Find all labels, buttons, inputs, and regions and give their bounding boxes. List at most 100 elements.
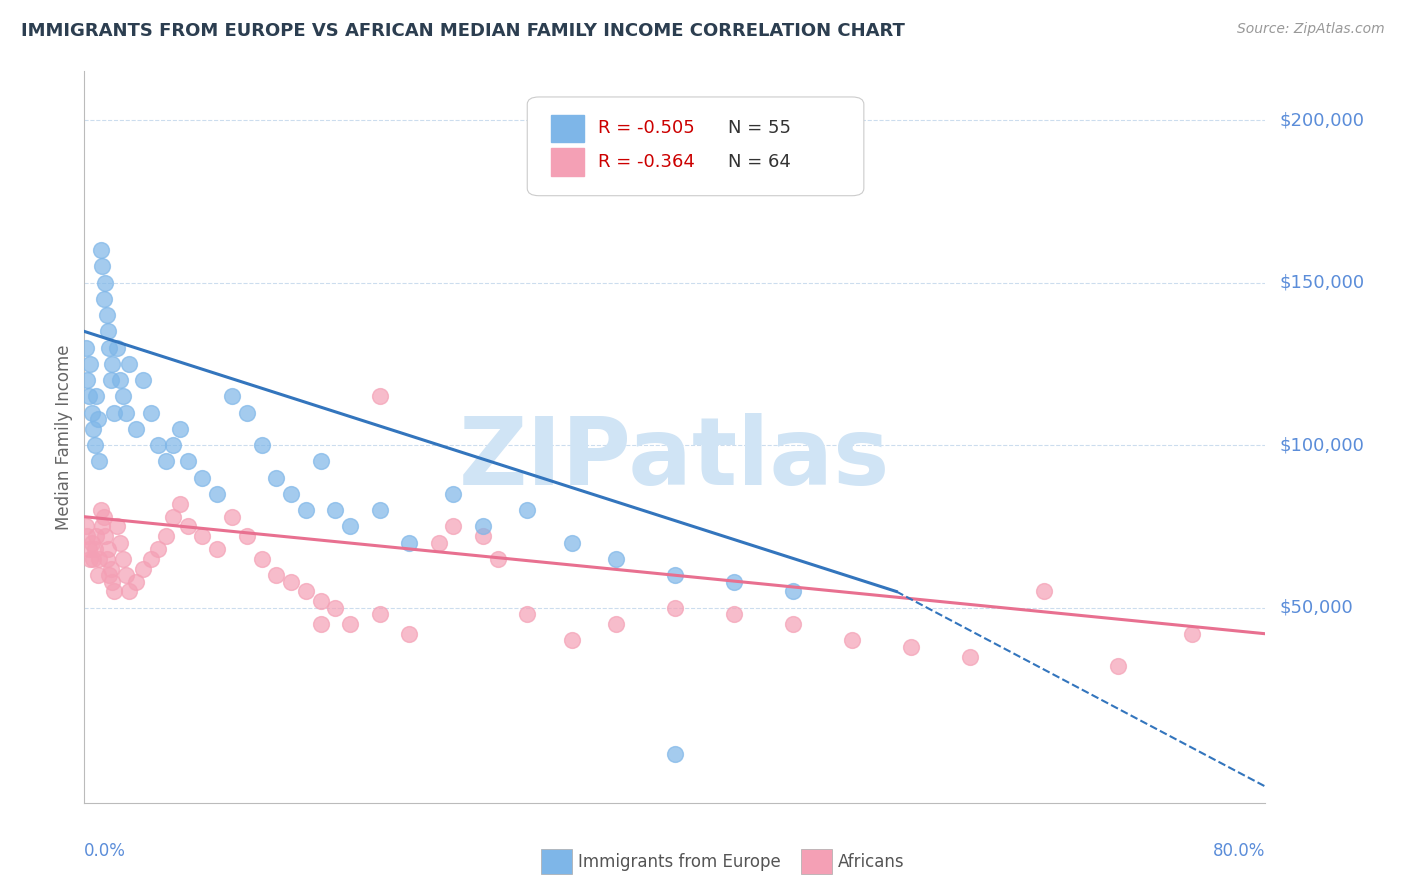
Point <box>96 552 118 566</box>
Point <box>84 389 107 403</box>
Point <box>221 509 243 524</box>
Point <box>235 406 259 420</box>
Point <box>80 535 103 549</box>
Point <box>139 552 162 566</box>
Point <box>103 406 125 420</box>
Point <box>516 503 538 517</box>
Point <box>108 373 131 387</box>
Point <box>93 292 115 306</box>
Point <box>486 552 509 566</box>
Point <box>1032 584 1054 599</box>
Point <box>235 529 259 543</box>
Point <box>221 389 243 403</box>
Point <box>472 519 495 533</box>
Point <box>177 519 200 533</box>
Point <box>148 542 170 557</box>
Point <box>87 454 111 468</box>
Point <box>82 552 104 566</box>
Point <box>75 341 97 355</box>
Text: R = -0.505: R = -0.505 <box>598 120 695 137</box>
Point <box>155 529 177 543</box>
Point <box>77 542 100 557</box>
Point <box>118 357 141 371</box>
Point <box>83 542 105 557</box>
Point <box>94 529 117 543</box>
Point <box>169 422 191 436</box>
Point <box>959 649 981 664</box>
Point <box>162 438 184 452</box>
Point <box>101 357 124 371</box>
Point <box>114 406 136 420</box>
Text: $150,000: $150,000 <box>1279 274 1364 292</box>
Point <box>87 552 111 566</box>
Point <box>83 438 105 452</box>
Text: $100,000: $100,000 <box>1279 436 1364 454</box>
Point <box>90 503 112 517</box>
Point <box>309 617 332 632</box>
Y-axis label: Median Family Income: Median Family Income <box>55 344 73 530</box>
Point <box>309 454 332 468</box>
Point <box>79 552 101 566</box>
Point <box>205 542 228 557</box>
Point <box>139 406 162 420</box>
Point <box>250 438 273 452</box>
Point <box>111 552 134 566</box>
Point <box>148 438 170 452</box>
Text: Immigrants from Europe: Immigrants from Europe <box>578 853 780 871</box>
Point <box>80 406 103 420</box>
Point <box>132 373 155 387</box>
Point <box>398 535 420 549</box>
Point <box>264 568 288 582</box>
Point <box>114 568 136 582</box>
Point <box>125 422 148 436</box>
Point <box>76 373 98 387</box>
Point <box>339 519 361 533</box>
Point <box>105 341 128 355</box>
Text: Source: ZipAtlas.com: Source: ZipAtlas.com <box>1237 22 1385 37</box>
Point <box>91 260 114 274</box>
Point <box>560 633 583 648</box>
Text: IMMIGRANTS FROM EUROPE VS AFRICAN MEDIAN FAMILY INCOME CORRELATION CHART: IMMIGRANTS FROM EUROPE VS AFRICAN MEDIAN… <box>21 22 905 40</box>
Point <box>96 308 118 322</box>
Point <box>280 574 302 589</box>
Point <box>75 519 97 533</box>
Point <box>76 529 98 543</box>
Point <box>782 617 804 632</box>
Point <box>86 568 108 582</box>
Point <box>1107 659 1129 673</box>
Point <box>472 529 495 543</box>
Point <box>97 542 120 557</box>
Text: Africans: Africans <box>838 853 904 871</box>
Point <box>132 562 155 576</box>
Point <box>441 487 464 501</box>
Point <box>782 584 804 599</box>
Point <box>169 497 191 511</box>
Point <box>900 640 922 654</box>
Point <box>108 535 131 549</box>
Point <box>368 607 391 622</box>
Bar <box>551 114 583 143</box>
Point <box>97 325 120 339</box>
Point <box>841 633 863 648</box>
Point <box>98 568 121 582</box>
Point <box>664 600 686 615</box>
Point <box>155 454 177 468</box>
Point <box>516 607 538 622</box>
FancyBboxPatch shape <box>527 97 863 195</box>
Point <box>339 617 361 632</box>
Point <box>100 373 122 387</box>
Point <box>191 471 214 485</box>
Point <box>295 584 318 599</box>
Point <box>191 529 214 543</box>
Point <box>125 574 148 589</box>
Point <box>295 503 318 517</box>
Text: N = 55: N = 55 <box>728 120 792 137</box>
Point <box>1180 626 1202 640</box>
Text: $200,000: $200,000 <box>1279 112 1364 129</box>
Text: R = -0.364: R = -0.364 <box>598 153 695 171</box>
Point <box>86 412 108 426</box>
Point <box>98 341 121 355</box>
Text: $50,000: $50,000 <box>1279 599 1353 616</box>
Point <box>162 509 184 524</box>
Point <box>82 422 104 436</box>
